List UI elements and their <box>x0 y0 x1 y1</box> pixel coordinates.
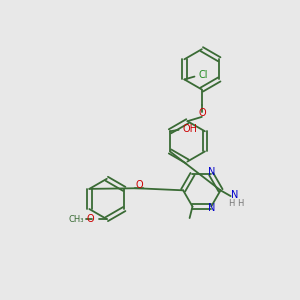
Text: N: N <box>208 203 215 213</box>
Text: CH₃: CH₃ <box>68 214 84 224</box>
Text: OH: OH <box>182 124 197 134</box>
Text: N: N <box>231 190 239 200</box>
Text: O: O <box>135 180 143 190</box>
Text: Cl: Cl <box>199 70 208 80</box>
Text: O: O <box>198 108 206 118</box>
Text: O: O <box>86 214 94 224</box>
Text: H: H <box>237 199 243 208</box>
Text: N: N <box>208 167 215 177</box>
Text: H: H <box>228 199 235 208</box>
